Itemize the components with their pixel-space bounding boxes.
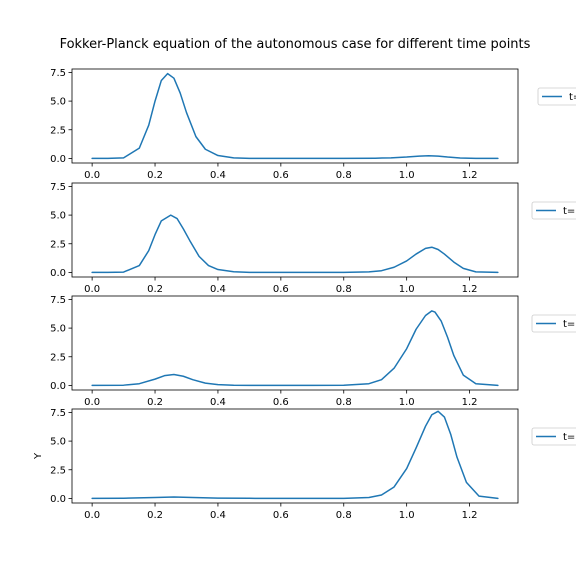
legend-label: t= — [563, 206, 575, 217]
axes-frame — [71, 408, 519, 504]
y-tick-label: 5.0 — [50, 324, 66, 335]
x-tick-label: 0.4 — [210, 397, 226, 408]
x-tick-label: 0.8 — [336, 170, 352, 181]
y-tick-label: 0.0 — [50, 494, 66, 505]
x-tick-label: 0.8 — [336, 397, 352, 408]
y-tick-label: 2.5 — [50, 125, 66, 136]
x-tick-label: 0.6 — [273, 170, 289, 181]
legend-2: t= — [531, 201, 576, 220]
x-tick-label: 0.8 — [336, 284, 352, 295]
x-tick-label: 0.0 — [84, 397, 100, 408]
subplot-4: 0.0 0.2 0.4 0.6 0.8 1.0 1.2 0.0 2.5 5.0 7.5 t= — [50, 408, 576, 521]
legend-label: t= — [563, 432, 575, 443]
x-tick-label: 0.8 — [336, 510, 352, 521]
legend-label: t= — [569, 92, 576, 103]
x-tick-label: 1.2 — [462, 284, 478, 295]
figure-title: Fokker-Planck equation of the autonomous… — [60, 37, 531, 52]
x-tick-label: 0.6 — [273, 397, 289, 408]
axes-frame — [71, 68, 519, 164]
series-line-3 — [91, 310, 499, 387]
y-tick-label: 5.0 — [50, 97, 66, 108]
subplot-1: 0.0 0.2 0.4 0.6 0.8 1.0 1.2 0.0 2.5 5.0 7.5 t= — [50, 68, 576, 181]
legend-label: t= — [563, 319, 575, 330]
x-tick-label: 0.4 — [210, 510, 226, 521]
series-line-2 — [91, 214, 499, 274]
x-tick-label: 1.0 — [399, 170, 415, 181]
y-tick-label: 2.5 — [50, 465, 66, 476]
y-tick-label: 2.5 — [50, 352, 66, 363]
x-tick-label: 0.2 — [147, 170, 163, 181]
x-tick-label: 1.0 — [399, 284, 415, 295]
subplots-group: 0.00.20.40.60.81.01.20.02.55.07.5t=0.00.… — [50, 68, 576, 521]
y-tick-label: 7.5 — [50, 182, 66, 193]
x-tick-label: 0.6 — [273, 510, 289, 521]
y-axis-label: Y — [33, 452, 44, 460]
x-tick-label: 0.0 — [84, 170, 100, 181]
subplot-3: 0.0 0.2 0.4 0.6 0.8 1.0 1.2 0.0 2.5 5.0 7.5 t= — [50, 295, 576, 408]
x-tick-label: 0.0 — [84, 284, 100, 295]
y-tick-label: 7.5 — [50, 295, 66, 306]
x-tick-label: 0.2 — [147, 510, 163, 521]
y-tick-label: 0.0 — [50, 154, 66, 165]
axes-frame — [71, 295, 519, 391]
subplot-2: 0.0 0.2 0.4 0.6 0.8 1.0 1.2 0.0 2.5 5.0 7.5 t= — [50, 182, 576, 295]
y-tick-label: 0.0 — [50, 381, 66, 392]
x-tick-label: 1.0 — [399, 510, 415, 521]
x-tick-label: 1.2 — [462, 510, 478, 521]
y-tick-label: 5.0 — [50, 437, 66, 448]
y-tick-label: 0.0 — [50, 268, 66, 279]
x-tick-label: 1.0 — [399, 397, 415, 408]
x-tick-label: 1.2 — [462, 397, 478, 408]
axes-frame — [71, 182, 519, 278]
legend-1: t= — [537, 87, 576, 106]
x-tick-label: 0.4 — [210, 284, 226, 295]
series-line-1 — [91, 72, 499, 160]
x-tick-label: 0.2 — [147, 284, 163, 295]
x-tick-label: 0.0 — [84, 510, 100, 521]
legend-3: t= — [531, 314, 576, 333]
legend-4: t= — [531, 427, 576, 446]
x-tick-label: 0.2 — [147, 397, 163, 408]
x-tick-label: 0.6 — [273, 284, 289, 295]
series-line-4 — [91, 410, 499, 500]
y-tick-label: 7.5 — [50, 68, 66, 79]
x-tick-label: 0.4 — [210, 170, 226, 181]
y-tick-label: 7.5 — [50, 408, 66, 419]
y-tick-label: 2.5 — [50, 239, 66, 250]
x-tick-label: 1.2 — [462, 170, 478, 181]
y-tick-label: 5.0 — [50, 211, 66, 222]
